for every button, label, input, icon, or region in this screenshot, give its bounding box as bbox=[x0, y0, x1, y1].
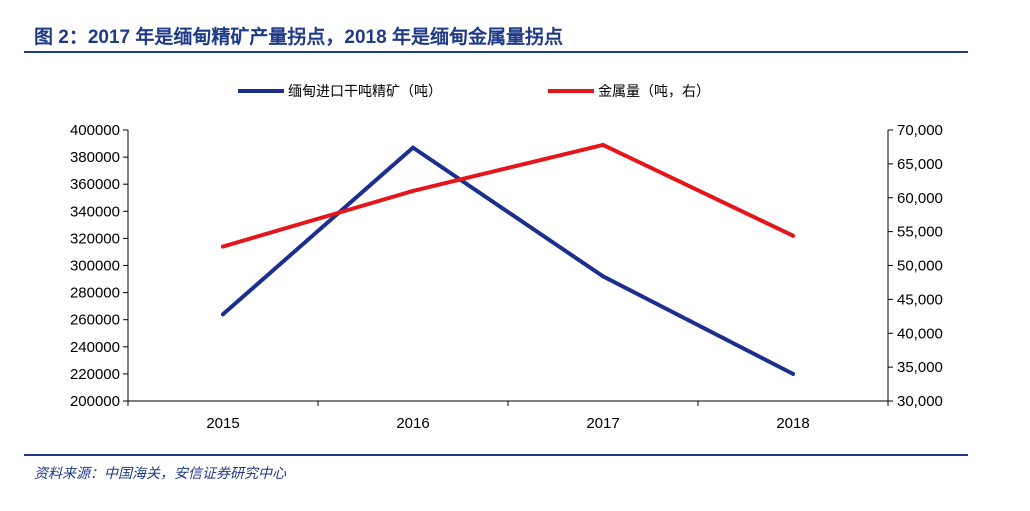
y-right-tick-label: 30,000 bbox=[897, 393, 943, 410]
y-right-tick-label: 50,000 bbox=[897, 258, 943, 275]
y-left-tick-label: 200000 bbox=[70, 393, 120, 410]
x-tick-label: 2015 bbox=[206, 415, 239, 432]
x-tick-label: 2018 bbox=[776, 415, 809, 432]
data-point bbox=[791, 233, 795, 238]
legend: 缅甸进口干吨精矿（吨） 金属量（吨，右） bbox=[238, 83, 710, 99]
data-point bbox=[791, 371, 795, 376]
y-left-tick-label: 380000 bbox=[70, 149, 120, 166]
title-rule bbox=[24, 51, 968, 53]
data-point bbox=[411, 145, 415, 150]
series-lines bbox=[221, 142, 795, 376]
data-point bbox=[221, 244, 225, 249]
axes: 200000 220000 240000 260000 280000 300000 3200… bbox=[70, 122, 943, 432]
y-left-tick-label: 360000 bbox=[70, 176, 120, 193]
y-right-tick-label: 45,000 bbox=[897, 291, 943, 308]
y-left-tick-label: 260000 bbox=[70, 312, 120, 329]
y-left-tick-label: 240000 bbox=[70, 339, 120, 356]
data-point bbox=[221, 312, 225, 317]
data-point bbox=[411, 188, 415, 193]
legend-label: 金属量（吨，右） bbox=[598, 83, 710, 99]
y-left-tick-label: 400000 bbox=[70, 122, 120, 139]
data-point bbox=[601, 274, 605, 279]
y-right-tick-label: 60,000 bbox=[897, 190, 943, 207]
data-point bbox=[601, 142, 605, 147]
source-rule bbox=[24, 454, 968, 456]
y-left-tick-label: 320000 bbox=[70, 230, 120, 247]
x-tick-label: 2017 bbox=[586, 415, 619, 432]
y-right-tick-label: 55,000 bbox=[897, 224, 943, 241]
series-line-1 bbox=[221, 145, 795, 376]
y-left-tick-label: 300000 bbox=[70, 258, 120, 275]
y-left-tick-label: 280000 bbox=[70, 285, 120, 302]
y-right-tick-label: 40,000 bbox=[897, 325, 943, 342]
y-right-tick-label: 65,000 bbox=[897, 156, 943, 173]
series-line-2 bbox=[221, 142, 795, 249]
legend-label: 缅甸进口干吨精矿（吨） bbox=[288, 83, 442, 99]
y-right-tick-label: 70,000 bbox=[897, 122, 943, 139]
y-left-tick-label: 220000 bbox=[70, 366, 120, 383]
figure-title: 图 2：2017 年是缅甸精矿产量拐点，2018 年是缅甸金属量拐点 bbox=[34, 27, 563, 48]
source-note: 资料来源：中国海关，安信证券研究中心 bbox=[34, 466, 286, 482]
y-left-tick-label: 340000 bbox=[70, 203, 120, 220]
y-right-tick-label: 35,000 bbox=[897, 359, 943, 376]
x-tick-label: 2016 bbox=[396, 415, 429, 432]
